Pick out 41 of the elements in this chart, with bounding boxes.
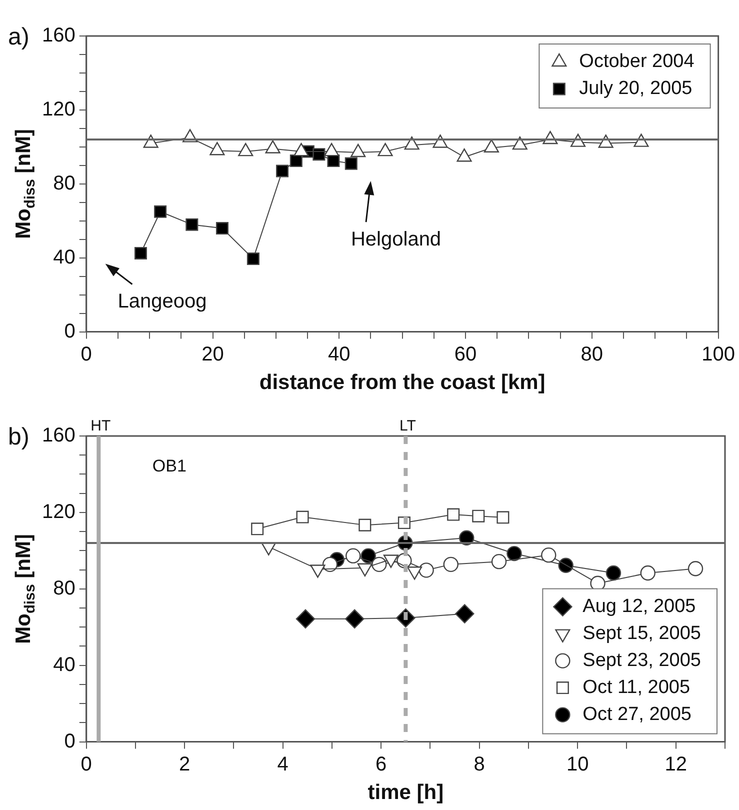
x-tick-label: 0 <box>80 753 92 776</box>
x-tick-label: 0 <box>80 343 92 366</box>
x-tick-label: 6 <box>376 753 387 776</box>
x-tick-label: 12 <box>664 753 687 776</box>
x-tick-label: 4 <box>277 753 288 776</box>
legend-label: Oct 27, 2005 <box>582 704 692 726</box>
ref-line-label: HT <box>90 418 111 435</box>
y-tick-label: 0 <box>64 320 76 342</box>
annotation: OB1 <box>152 456 186 476</box>
y-axis-title: Modiss [nM] <box>12 534 39 644</box>
x-tick-label: 10 <box>566 753 589 776</box>
y-tick-label: 0 <box>64 730 76 752</box>
x-tick-label: 80 <box>580 343 604 366</box>
legend-label: Aug 12, 2005 <box>582 596 696 618</box>
text: a) <box>8 24 30 51</box>
y-tick-label: 40 <box>53 246 76 268</box>
x-tick-label: 8 <box>474 753 485 776</box>
y-tick-label: 80 <box>53 172 76 194</box>
x-tick-label: 100 <box>702 343 736 366</box>
x-axis-title: distance from the coast [km] <box>259 371 546 394</box>
x-tick-label: 2 <box>179 753 190 776</box>
annotation: Helgoland <box>350 228 442 251</box>
x-tick-label: 20 <box>202 343 224 366</box>
legend-label: Oct 11, 2005 <box>582 677 690 698</box>
y-tick-label: 120 <box>42 500 76 523</box>
legend-label: Sept 23, 2005 <box>582 650 702 672</box>
y-axis-title: Modiss [nM] <box>12 128 39 239</box>
legend-label: October 2004 <box>579 51 695 72</box>
ref-line-label: LT <box>399 418 416 435</box>
y-tick-label: 160 <box>42 424 76 447</box>
y-tick-label: 120 <box>42 98 76 120</box>
y-tick-label: 40 <box>53 654 76 676</box>
x-axis-title: time [h] <box>368 781 444 804</box>
legend-label: Sept 15, 2005 <box>582 623 702 644</box>
annotation: Langeoog <box>118 290 207 313</box>
text: b) <box>8 424 30 451</box>
y-tick-label: 160 <box>42 24 76 47</box>
legend-label: July 20, 2005 <box>579 78 692 100</box>
x-tick-label: 60 <box>454 343 477 366</box>
x-tick-label: 40 <box>328 343 350 366</box>
y-tick-label: 80 <box>53 577 76 600</box>
